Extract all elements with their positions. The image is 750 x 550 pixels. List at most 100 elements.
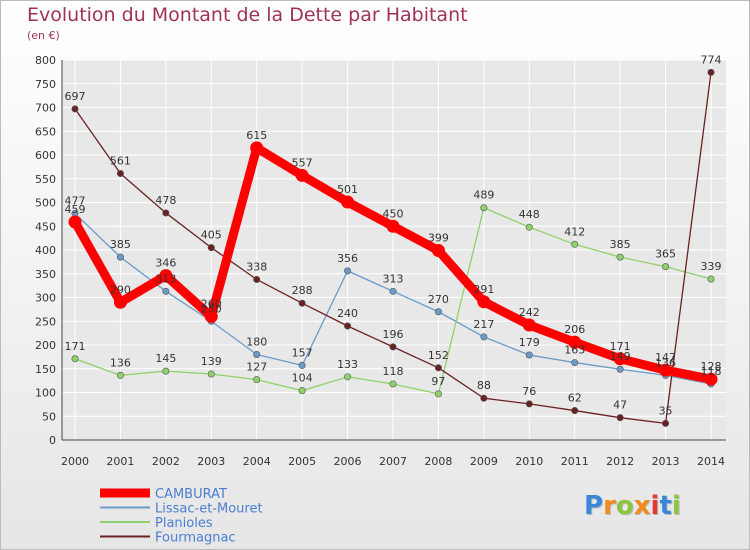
data-point <box>207 370 215 378</box>
data-label: 163 <box>564 344 585 357</box>
data-point <box>616 414 624 422</box>
x-tick-label: 2003 <box>197 455 225 468</box>
series-lines <box>68 68 718 427</box>
data-point <box>386 219 400 233</box>
data-label: 118 <box>383 365 404 378</box>
x-tick-label: 2002 <box>152 455 180 468</box>
series-fourmagnac <box>71 68 715 427</box>
x-tick-label: 2001 <box>106 455 134 468</box>
data-label: 128 <box>701 360 722 373</box>
data-label: 97 <box>431 375 445 388</box>
data-label: 136 <box>110 356 131 369</box>
data-label: 250 <box>201 302 222 315</box>
data-point <box>68 215 82 229</box>
data-point <box>431 243 445 257</box>
data-point <box>116 170 124 178</box>
x-tick-label: 2011 <box>561 455 589 468</box>
data-label: 139 <box>201 355 222 368</box>
data-label: 145 <box>155 352 176 365</box>
data-point <box>113 295 127 309</box>
data-label: 196 <box>383 328 404 341</box>
y-tick-label: 600 <box>35 149 56 162</box>
data-label: 459 <box>65 203 86 216</box>
data-label: 206 <box>564 323 585 336</box>
data-point <box>204 310 218 323</box>
data-label: 346 <box>155 257 176 270</box>
data-labels: 4592903462606155575014503992912422061711… <box>65 53 722 417</box>
data-label: 697 <box>65 90 86 103</box>
proxiti-logo: Proxiti <box>584 491 681 521</box>
data-label: 76 <box>522 385 536 398</box>
data-label: 270 <box>428 293 449 306</box>
y-tick-label: 700 <box>35 102 56 115</box>
data-label: 171 <box>65 340 86 353</box>
x-tick-label: 2004 <box>243 455 271 468</box>
data-point <box>207 244 215 252</box>
data-label: 450 <box>383 207 404 220</box>
data-label: 179 <box>519 336 540 349</box>
data-label: 365 <box>655 248 676 261</box>
data-point <box>707 68 715 76</box>
data-point <box>344 322 352 330</box>
data-label: 242 <box>519 306 540 319</box>
data-point <box>298 299 306 307</box>
series-lissac-et-mouret <box>71 209 715 388</box>
data-point <box>341 195 355 209</box>
x-tick-label: 2008 <box>424 455 452 468</box>
data-label: 313 <box>155 272 176 285</box>
data-label: 338 <box>246 260 267 273</box>
y-tick-label: 150 <box>35 363 56 376</box>
y-tick-label: 400 <box>35 244 56 257</box>
y-tick-label: 450 <box>35 220 56 233</box>
data-point <box>480 204 488 212</box>
data-point <box>434 364 442 372</box>
data-label: 133 <box>337 358 358 371</box>
y-tick-label: 500 <box>35 197 56 210</box>
data-label: 399 <box>428 231 449 244</box>
data-point <box>571 407 579 415</box>
data-point <box>253 350 261 358</box>
data-point <box>344 373 352 381</box>
data-label: 313 <box>383 272 404 285</box>
data-point <box>522 318 536 332</box>
y-tick-label: 350 <box>35 268 56 281</box>
chart-title: Evolution du Montant de la Dette par Hab… <box>27 4 468 26</box>
data-label: 47 <box>613 399 627 412</box>
data-point <box>71 105 79 113</box>
data-point <box>344 267 352 275</box>
x-tick-label: 2005 <box>288 455 316 468</box>
data-point <box>707 275 715 283</box>
data-point <box>662 263 670 271</box>
data-point <box>162 367 170 375</box>
data-point <box>71 355 79 363</box>
data-point <box>434 308 442 316</box>
y-tick-label: 550 <box>35 173 56 186</box>
x-tick-label: 2007 <box>379 455 407 468</box>
data-point <box>613 352 627 366</box>
data-point <box>704 372 718 386</box>
data-label: 489 <box>473 189 494 202</box>
data-point <box>116 371 124 379</box>
data-point <box>162 287 170 295</box>
data-point <box>253 376 261 384</box>
data-point <box>525 223 533 231</box>
data-point <box>298 361 306 369</box>
legend-label-camburat: CAMBURAT <box>155 487 227 502</box>
data-label: 104 <box>292 372 313 385</box>
data-point <box>477 295 491 309</box>
data-label: 501 <box>337 183 358 196</box>
data-label: 180 <box>246 336 267 349</box>
data-label: 118 <box>701 365 722 378</box>
data-point <box>298 387 306 395</box>
data-label: 290 <box>110 283 131 296</box>
data-label: 217 <box>473 318 494 331</box>
data-point <box>571 240 579 248</box>
data-label: 62 <box>568 392 582 405</box>
y-tick-label: 100 <box>35 387 56 400</box>
data-point <box>525 400 533 408</box>
data-label: 88 <box>477 379 491 392</box>
grid <box>62 59 726 441</box>
data-point <box>116 253 124 261</box>
data-label: 412 <box>564 225 585 238</box>
